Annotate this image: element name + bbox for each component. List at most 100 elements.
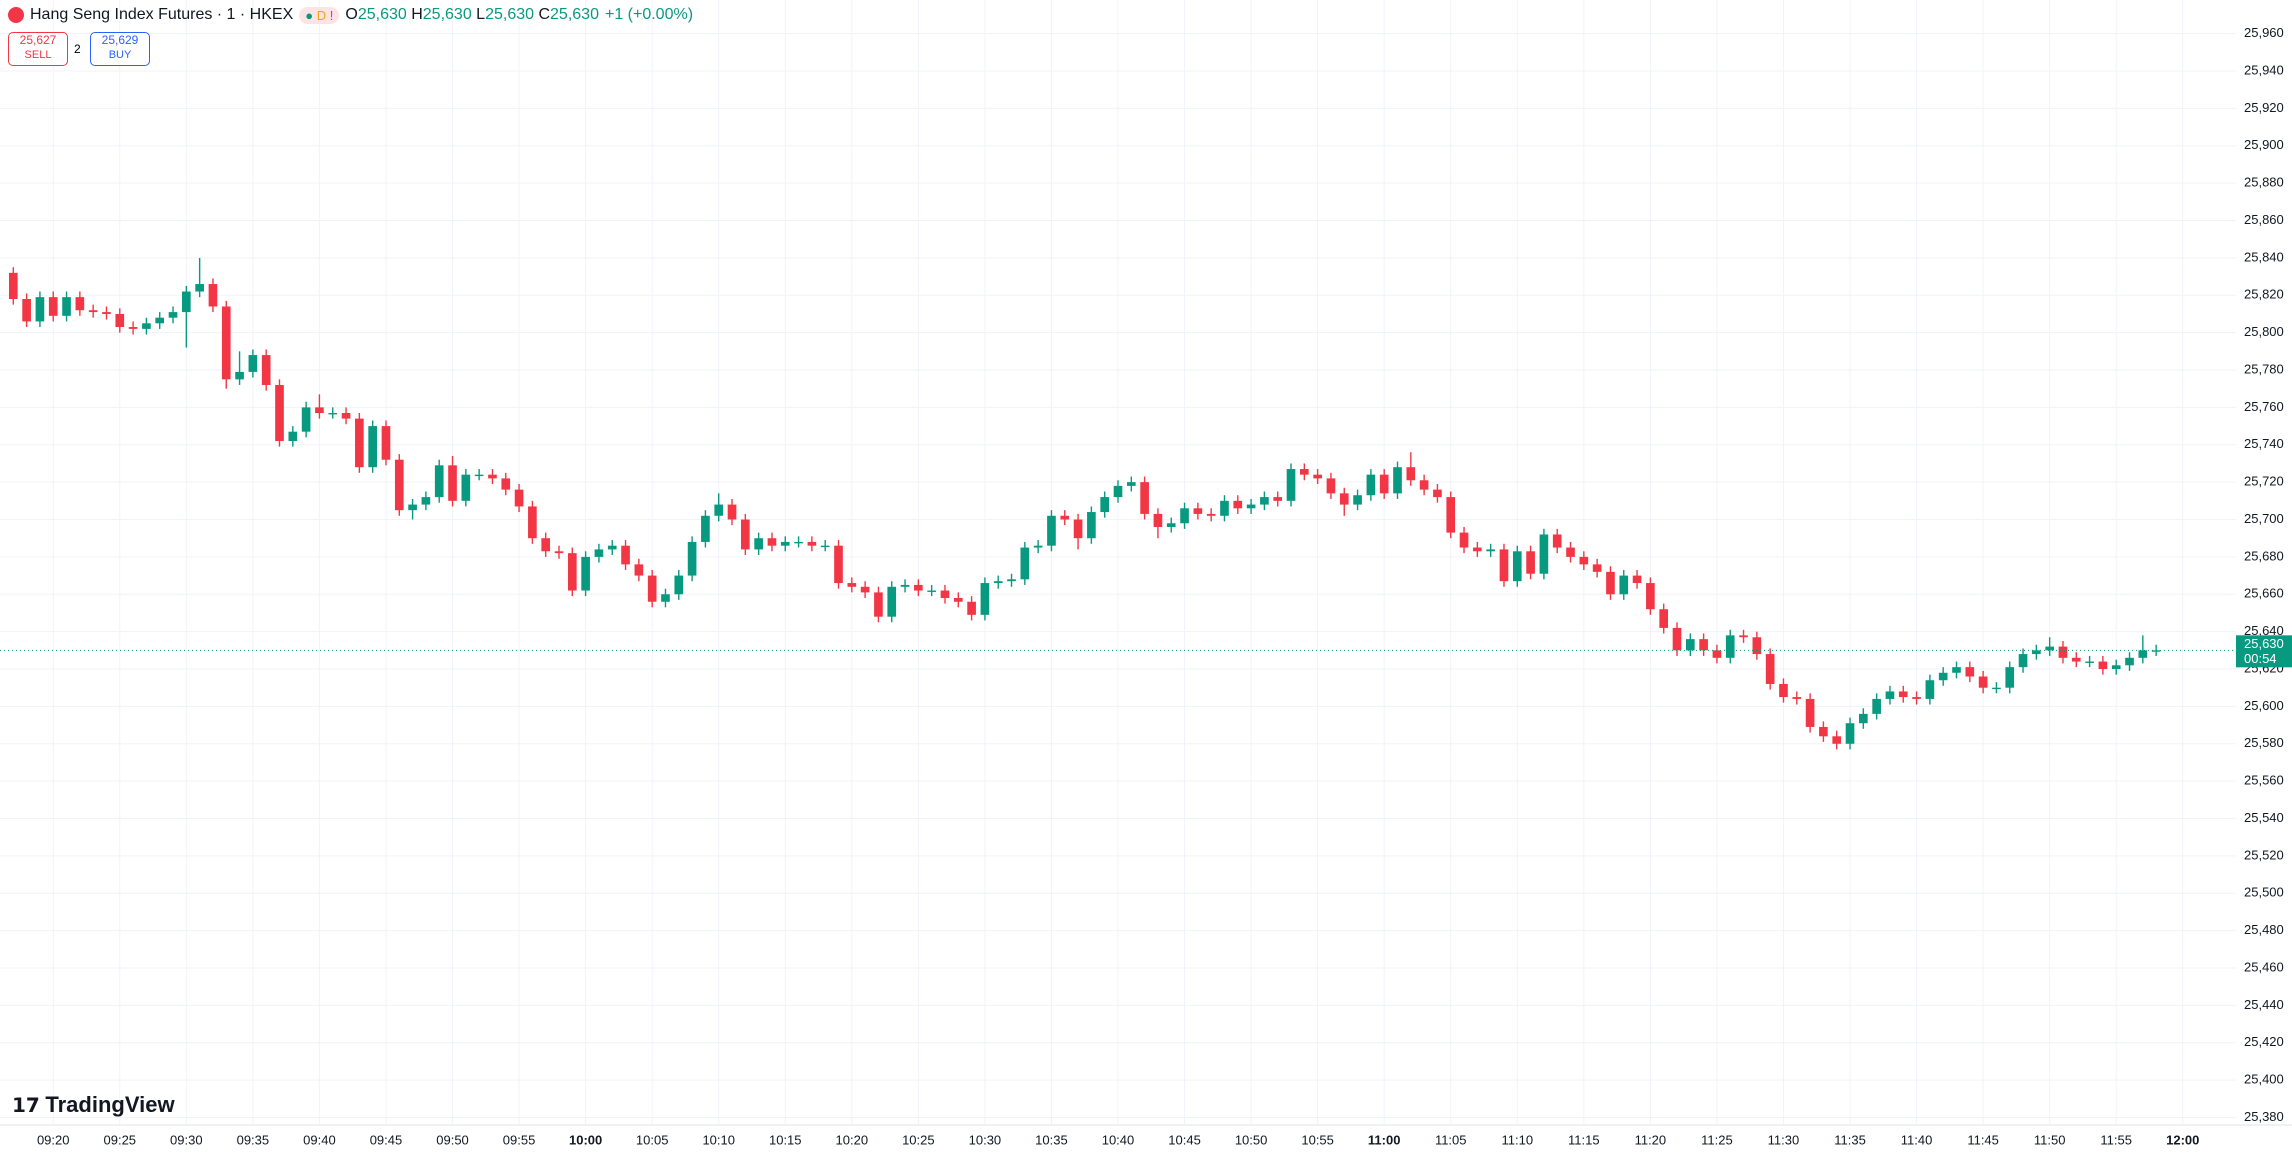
candle-body xyxy=(2045,646,2054,651)
candle-body xyxy=(1592,564,1602,572)
candle-body xyxy=(1193,508,1203,514)
candle-body xyxy=(1845,723,1855,744)
ohlc-value: 25,630 xyxy=(485,6,535,23)
candle-body xyxy=(75,297,85,311)
candle-body xyxy=(1699,639,1708,651)
candle-body xyxy=(1153,513,1163,527)
candle-body xyxy=(1087,512,1096,539)
candle-body xyxy=(221,306,231,380)
candle-body xyxy=(168,312,178,318)
x-tick-label: 11:50 xyxy=(2034,1132,2066,1147)
candle-body xyxy=(1180,508,1189,524)
candle-body xyxy=(1912,697,1921,699)
x-tick-label: 11:40 xyxy=(1901,1132,1933,1147)
candle-body xyxy=(1366,474,1376,496)
candle-body xyxy=(1925,680,1935,699)
candle-body xyxy=(741,519,750,550)
status-badges[interactable]: ● D ! xyxy=(299,6,340,24)
symbol-title[interactable]: Hang Seng Index Futures · 1 · HKEX xyxy=(30,6,294,23)
x-tick-label: 11:00 xyxy=(1368,1132,1401,1147)
candle-body xyxy=(1047,515,1056,546)
candle-body xyxy=(767,538,777,546)
spread: 2 xyxy=(74,42,81,56)
candle-body xyxy=(1300,469,1309,475)
y-tick-label: 25,640 xyxy=(2244,623,2284,638)
candle-body xyxy=(567,553,577,591)
candle-body xyxy=(1792,697,1802,699)
candle-body xyxy=(2138,650,2148,658)
ohlc-key: O xyxy=(345,6,358,23)
y-tick-label: 25,560 xyxy=(2244,773,2284,788)
candle-body xyxy=(1765,654,1775,684)
x-tick-label: 12:00 xyxy=(2166,1132,2199,1147)
candle-body xyxy=(1113,485,1123,498)
candle-body xyxy=(341,412,351,419)
candle-body xyxy=(927,590,936,592)
candle-body xyxy=(421,497,431,505)
x-tick-label: 10:40 xyxy=(1102,1132,1135,1147)
x-tick-label: 09:30 xyxy=(170,1132,203,1147)
candle-body xyxy=(820,545,830,548)
candle-body xyxy=(807,541,817,546)
candle-body xyxy=(953,598,963,602)
y-tick-label: 25,780 xyxy=(2244,361,2284,376)
candle-body xyxy=(448,465,457,501)
ohlc-value: 25,630 xyxy=(357,6,407,23)
x-tick-label: 11:45 xyxy=(1967,1132,1999,1147)
candle-body xyxy=(2071,657,2081,662)
candle-body xyxy=(847,583,857,587)
candle-body xyxy=(381,426,391,460)
x-tick-label: 10:15 xyxy=(769,1132,802,1147)
x-tick-label: 09:45 xyxy=(370,1132,403,1147)
candle-body xyxy=(394,459,404,511)
candle-body xyxy=(8,272,18,300)
candle-body xyxy=(155,317,165,324)
candle-body xyxy=(501,478,511,490)
candle-body xyxy=(1246,504,1256,509)
candle-body xyxy=(328,412,338,415)
y-tick-label: 25,500 xyxy=(2244,885,2284,900)
candle-body xyxy=(1619,575,1629,595)
candle-body xyxy=(967,601,976,615)
ohlc-values: O25,630 H25,630 L25,630 C25,630 xyxy=(345,6,599,24)
x-tick-label: 11:10 xyxy=(1501,1132,1533,1147)
logo[interactable]: 𝟭𝟳 TradingView xyxy=(12,1092,175,1117)
y-tick-label: 25,700 xyxy=(2244,511,2284,526)
candle-body xyxy=(1646,583,1655,610)
sell-price: 25,627 xyxy=(19,33,57,47)
candle-body xyxy=(2018,654,2028,668)
candle-body xyxy=(2151,650,2161,652)
y-tick-label: 25,920 xyxy=(2244,100,2284,115)
symbol-icon xyxy=(8,7,24,23)
x-tick-label: 10:20 xyxy=(836,1132,869,1147)
candle-body xyxy=(1938,672,1948,681)
candle-body xyxy=(2085,661,2094,663)
x-tick-label: 10:55 xyxy=(1301,1132,1334,1147)
candle-body xyxy=(1552,534,1562,548)
candle-body xyxy=(1712,650,1722,658)
x-tick-label: 09:40 xyxy=(303,1132,336,1147)
candle-body xyxy=(661,594,670,602)
candle-body xyxy=(528,506,537,539)
candle-body xyxy=(1379,474,1389,494)
sell-label: SELL xyxy=(24,49,52,61)
candle-body xyxy=(980,583,990,615)
ohlc-key: L xyxy=(476,6,486,23)
candle-body xyxy=(1313,474,1322,479)
candle-body xyxy=(48,297,58,316)
candle-body xyxy=(1512,551,1522,582)
sell-button[interactable]: 25,627 SELL xyxy=(8,32,68,66)
candle-body xyxy=(794,541,803,544)
buy-button[interactable]: 25,629 BUY xyxy=(90,32,150,66)
candle-body xyxy=(1486,549,1495,552)
candle-body xyxy=(1952,667,1961,673)
candle-body xyxy=(701,515,710,542)
y-tick-label: 25,520 xyxy=(2244,847,2284,862)
candle-body xyxy=(315,407,324,413)
candle-body xyxy=(1433,489,1442,498)
y-tick-label: 25,580 xyxy=(2244,735,2284,750)
candle-body xyxy=(714,504,724,516)
candle-body xyxy=(607,545,617,550)
candle-body xyxy=(594,549,604,557)
candle-body xyxy=(581,556,590,591)
